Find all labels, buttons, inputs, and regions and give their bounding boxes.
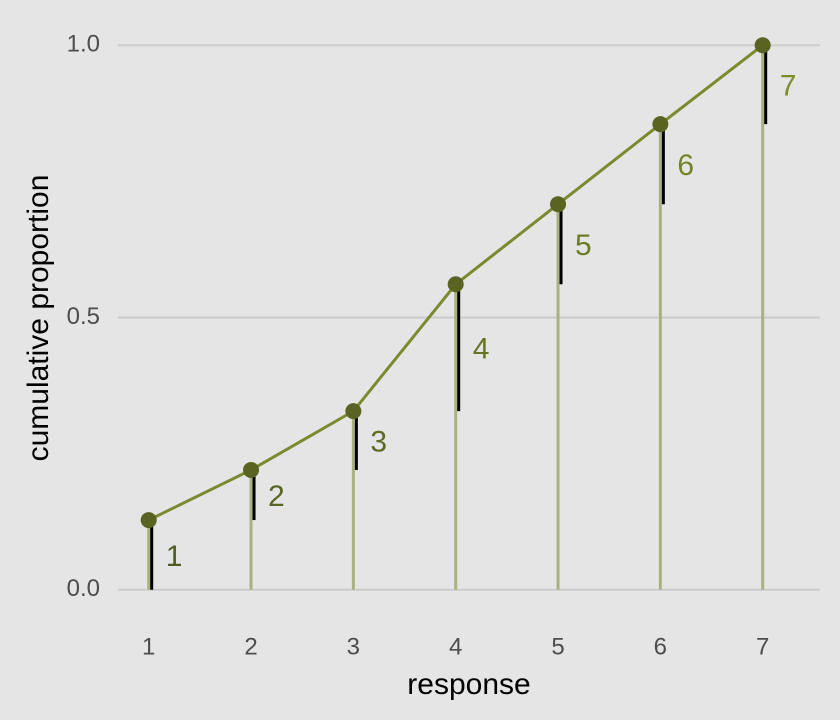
x-tick-label: 7 bbox=[756, 633, 769, 660]
x-tick-label: 4 bbox=[449, 633, 462, 660]
x-tick-label: 5 bbox=[551, 633, 564, 660]
increment-label: 4 bbox=[473, 333, 490, 366]
increment-label: 1 bbox=[166, 540, 183, 573]
x-tick-label: 6 bbox=[654, 633, 667, 660]
y-axis-title: cumulative proportion bbox=[22, 175, 55, 462]
x-tick-label: 3 bbox=[347, 633, 360, 660]
point bbox=[447, 276, 464, 293]
point bbox=[345, 403, 362, 420]
increment-label: 7 bbox=[780, 70, 797, 103]
increment-label: 2 bbox=[268, 480, 285, 513]
y-tick-label: 1.0 bbox=[67, 31, 100, 58]
x-tick-label: 2 bbox=[244, 633, 257, 660]
point bbox=[140, 512, 157, 529]
x-axis-title: response bbox=[407, 668, 530, 701]
point bbox=[243, 461, 260, 478]
point bbox=[652, 116, 669, 133]
y-tick-label: 0.0 bbox=[67, 575, 100, 602]
y-tick-label: 0.5 bbox=[67, 303, 100, 330]
point bbox=[550, 196, 567, 213]
increment-label: 5 bbox=[575, 229, 592, 262]
increment-label: 3 bbox=[370, 425, 387, 458]
increment-label: 6 bbox=[677, 149, 694, 182]
point bbox=[754, 37, 771, 54]
x-tick-label: 1 bbox=[142, 633, 155, 660]
